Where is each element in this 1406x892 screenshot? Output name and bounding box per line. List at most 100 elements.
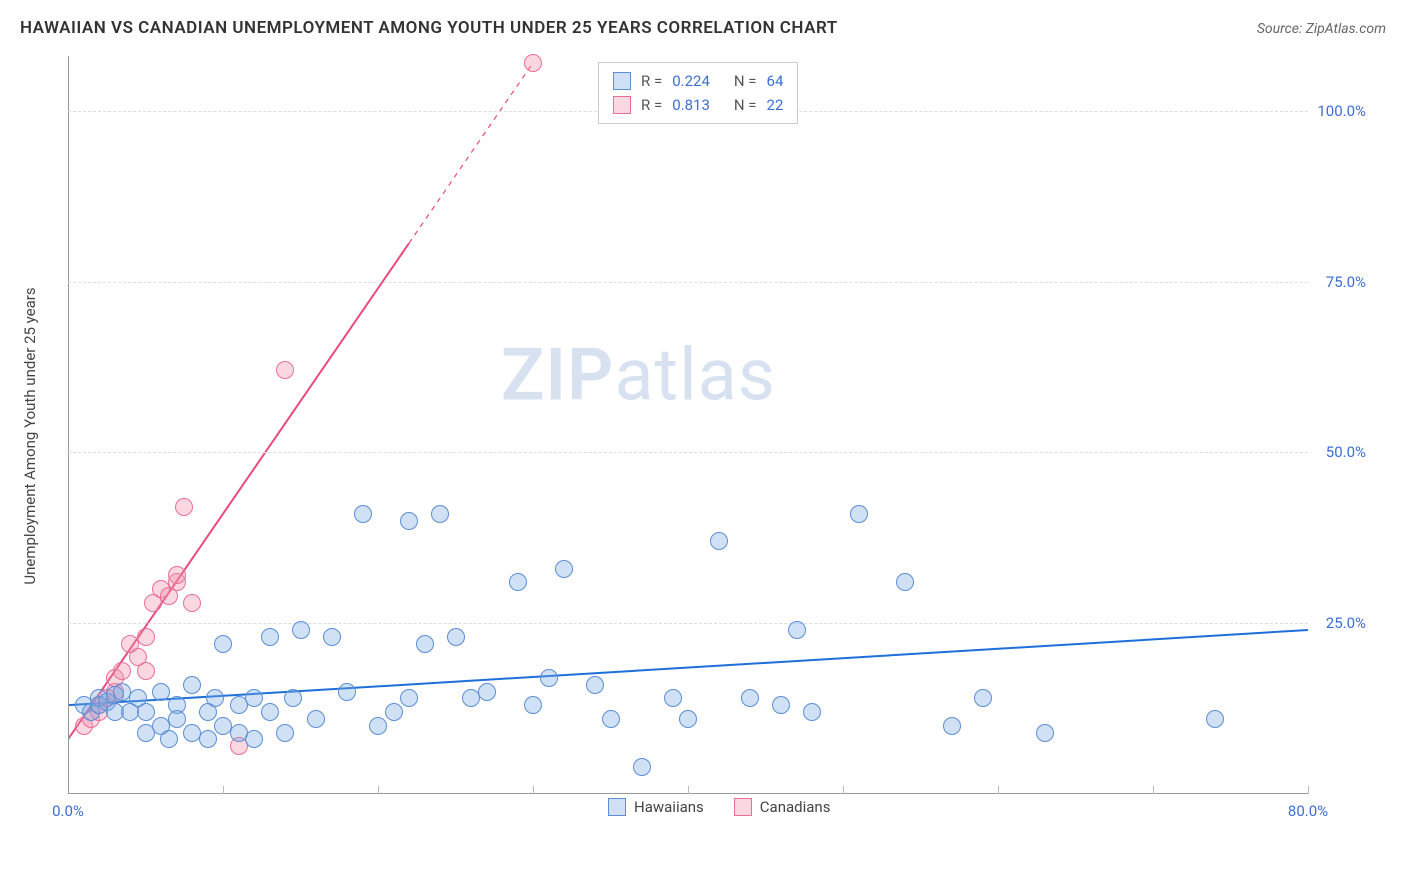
watermark-zip: ZIP bbox=[501, 333, 614, 418]
point-hawaiians bbox=[400, 512, 418, 530]
source-attribution: Source: ZipAtlas.com bbox=[1257, 21, 1386, 37]
x-tick bbox=[223, 786, 224, 794]
point-hawaiians bbox=[168, 710, 186, 728]
point-canadians bbox=[137, 662, 155, 680]
point-hawaiians bbox=[772, 696, 790, 714]
point-hawaiians bbox=[245, 689, 263, 707]
legend: Hawaiians Canadians bbox=[608, 798, 830, 816]
y-tick-label: 50.0% bbox=[1326, 443, 1366, 461]
point-hawaiians bbox=[183, 676, 201, 694]
point-canadians bbox=[175, 498, 193, 516]
point-hawaiians bbox=[974, 689, 992, 707]
stats-box: R = 0.224 N = 64 R = 0.813 N = 22 bbox=[598, 62, 798, 124]
point-hawaiians bbox=[555, 560, 573, 578]
x-tick bbox=[998, 786, 999, 794]
point-canadians bbox=[113, 662, 131, 680]
point-hawaiians bbox=[896, 573, 914, 591]
point-hawaiians bbox=[447, 628, 465, 646]
grid-line bbox=[68, 623, 1308, 624]
point-hawaiians bbox=[633, 758, 651, 776]
y-tick-label: 100.0% bbox=[1317, 102, 1366, 120]
point-hawaiians bbox=[416, 635, 434, 653]
stats-n-label: N = bbox=[734, 69, 757, 93]
x-tick bbox=[1308, 786, 1309, 794]
y-tick-label: 75.0% bbox=[1326, 273, 1366, 291]
grid-line bbox=[68, 282, 1308, 283]
point-hawaiians bbox=[261, 703, 279, 721]
point-hawaiians bbox=[152, 683, 170, 701]
point-canadians bbox=[168, 566, 186, 584]
point-hawaiians bbox=[1036, 724, 1054, 742]
grid-line bbox=[68, 452, 1308, 453]
point-hawaiians bbox=[354, 505, 372, 523]
legend-item-canadians: Canadians bbox=[734, 798, 831, 816]
point-hawaiians bbox=[741, 689, 759, 707]
stats-n-label: N = bbox=[734, 93, 757, 117]
x-tick bbox=[843, 786, 844, 794]
point-canadians bbox=[183, 594, 201, 612]
point-hawaiians bbox=[338, 683, 356, 701]
legend-swatch bbox=[608, 798, 626, 816]
stats-swatch bbox=[613, 96, 631, 114]
chart-container: Unemployment Among Youth under 25 years … bbox=[50, 56, 1356, 816]
point-hawaiians bbox=[400, 689, 418, 707]
point-hawaiians bbox=[803, 703, 821, 721]
watermark-atlas: atlas bbox=[614, 333, 776, 418]
point-hawaiians bbox=[284, 689, 302, 707]
plot-area: ZIPatlas 25.0%50.0%75.0%100.0%0.0%80.0%R… bbox=[68, 56, 1308, 816]
watermark: ZIPatlas bbox=[501, 333, 776, 418]
point-hawaiians bbox=[431, 505, 449, 523]
point-hawaiians bbox=[943, 717, 961, 735]
stats-r-value: 0.813 bbox=[672, 93, 710, 117]
point-hawaiians bbox=[323, 628, 341, 646]
x-tick bbox=[533, 786, 534, 794]
point-hawaiians bbox=[602, 710, 620, 728]
point-canadians bbox=[524, 54, 542, 72]
x-tick bbox=[1153, 786, 1154, 794]
point-hawaiians bbox=[206, 689, 224, 707]
x-tick-label: 80.0% bbox=[1288, 802, 1328, 820]
x-tick bbox=[378, 786, 379, 794]
x-tick bbox=[688, 786, 689, 794]
point-hawaiians bbox=[160, 730, 178, 748]
point-hawaiians bbox=[276, 724, 294, 742]
point-hawaiians bbox=[710, 532, 728, 550]
stats-r-value: 0.224 bbox=[672, 69, 710, 93]
chart-title: HAWAIIAN VS CANADIAN UNEMPLOYMENT AMONG … bbox=[20, 18, 838, 38]
point-hawaiians bbox=[540, 669, 558, 687]
point-hawaiians bbox=[245, 730, 263, 748]
point-hawaiians bbox=[307, 710, 325, 728]
point-hawaiians bbox=[261, 628, 279, 646]
legend-swatch bbox=[734, 798, 752, 816]
y-axis bbox=[68, 56, 69, 794]
stats-row: R = 0.813 N = 22 bbox=[613, 93, 783, 117]
point-hawaiians bbox=[679, 710, 697, 728]
x-tick-label: 0.0% bbox=[52, 802, 84, 820]
point-canadians bbox=[276, 361, 294, 379]
stats-r-label: R = bbox=[641, 93, 662, 117]
point-hawaiians bbox=[199, 730, 217, 748]
legend-label: Hawaiians bbox=[634, 798, 704, 816]
stats-n-value: 64 bbox=[767, 69, 784, 93]
point-hawaiians bbox=[524, 696, 542, 714]
point-hawaiians bbox=[385, 703, 403, 721]
point-hawaiians bbox=[1206, 710, 1224, 728]
point-hawaiians bbox=[664, 689, 682, 707]
point-hawaiians bbox=[214, 635, 232, 653]
stats-row: R = 0.224 N = 64 bbox=[613, 69, 783, 93]
point-hawaiians bbox=[369, 717, 387, 735]
y-axis-label: Unemployment Among Youth under 25 years bbox=[21, 287, 39, 584]
legend-item-hawaiians: Hawaiians bbox=[608, 798, 704, 816]
point-hawaiians bbox=[478, 683, 496, 701]
point-hawaiians bbox=[850, 505, 868, 523]
stats-r-label: R = bbox=[641, 69, 662, 93]
legend-label: Canadians bbox=[760, 798, 831, 816]
y-tick-label: 25.0% bbox=[1326, 614, 1366, 632]
point-hawaiians bbox=[509, 573, 527, 591]
stats-n-value: 22 bbox=[767, 93, 784, 117]
point-hawaiians bbox=[788, 621, 806, 639]
point-hawaiians bbox=[137, 703, 155, 721]
stats-swatch bbox=[613, 72, 631, 90]
point-hawaiians bbox=[292, 621, 310, 639]
point-hawaiians bbox=[586, 676, 604, 694]
